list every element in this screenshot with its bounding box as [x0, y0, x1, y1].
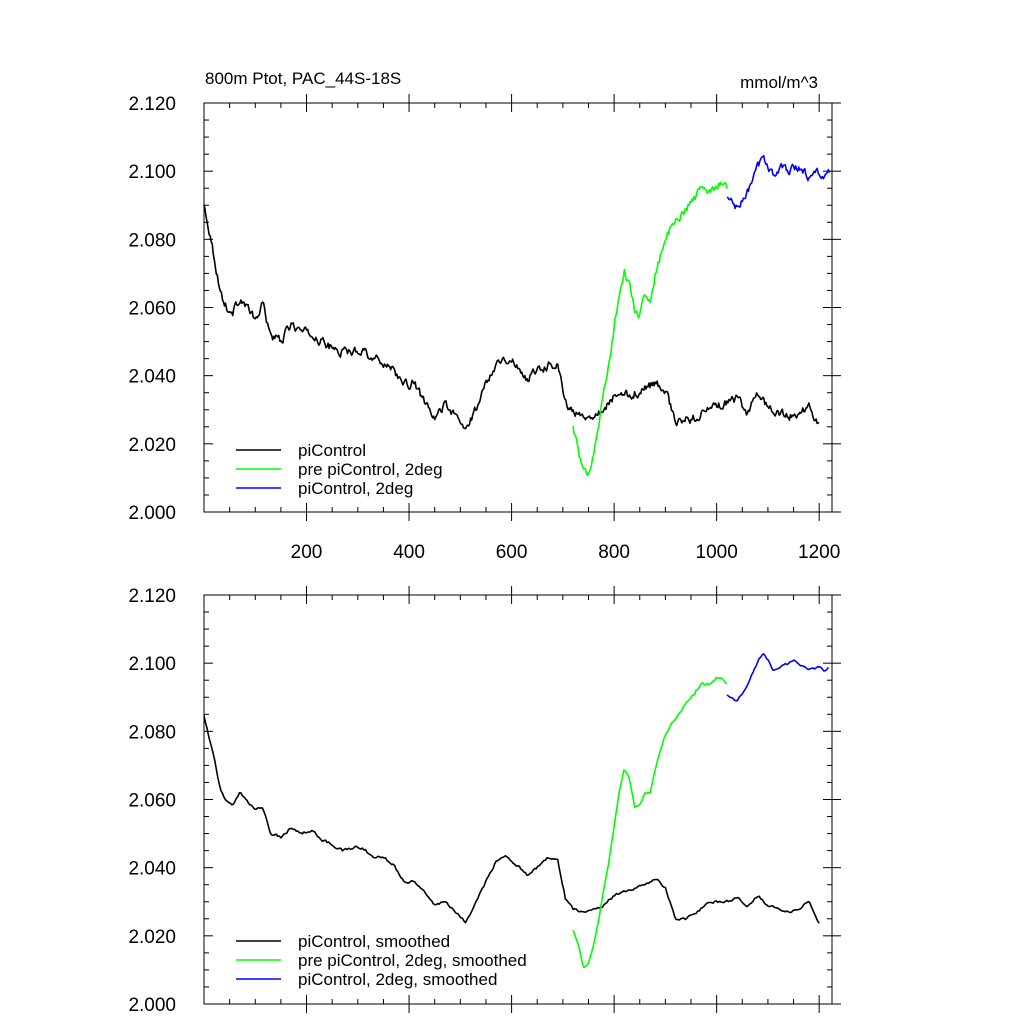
y-tick-label: 2.020 — [128, 927, 176, 948]
y-tick-label: 2.120 — [128, 586, 176, 607]
y-tick-label: 2.100 — [128, 654, 176, 675]
chart-title: 800m Ptot, PAC_44S-18S — [205, 69, 401, 88]
series-line — [572, 676, 728, 969]
legend-label: piControl, smoothed — [298, 932, 450, 951]
y-tick-label: 2.040 — [128, 367, 176, 388]
series-line — [203, 715, 820, 924]
bottom-panel: 2.000 2.020 2.040 2.060 2.080 2.100 2.120 piCon… — [128, 586, 841, 1016]
units-label: mmol/m^3 — [740, 73, 818, 92]
x-tick-label: 1200 — [798, 542, 840, 563]
top-panel: 200 400 600 800 1000 1200 2.000 2.020 2.040 2.060… — [128, 94, 841, 563]
legend-label: piControl, 2deg, smoothed — [298, 970, 497, 989]
y-tick-label: 2.100 — [128, 162, 176, 183]
series-line — [726, 154, 831, 210]
series-line — [726, 653, 830, 702]
x-tick-label: 600 — [496, 542, 528, 563]
x-tick-label: 1000 — [696, 542, 738, 563]
series-line — [572, 181, 728, 476]
y-tick-label: 2.080 — [128, 230, 176, 251]
legend-label: pre piControl, 2deg — [298, 460, 443, 479]
y-tick-label: 2.000 — [128, 995, 176, 1016]
y-tick-label: 2.120 — [128, 94, 176, 115]
y-tick-label: 2.040 — [128, 859, 176, 880]
y-tick-label: 2.060 — [128, 791, 176, 812]
legend-label: pre piControl, 2deg, smoothed — [298, 951, 527, 970]
y-tick-label: 2.020 — [128, 435, 176, 456]
legend-label: piControl — [298, 441, 366, 460]
x-tick-label: 800 — [598, 542, 630, 563]
legend-label: piControl, 2deg — [298, 479, 413, 498]
x-tick-label: 200 — [291, 542, 323, 563]
y-tick-label: 2.080 — [128, 722, 176, 743]
x-tick-label: 400 — [393, 542, 425, 563]
y-tick-label: 2.060 — [128, 299, 176, 320]
y-tick-label: 2.000 — [128, 503, 176, 524]
series-line — [203, 204, 820, 430]
